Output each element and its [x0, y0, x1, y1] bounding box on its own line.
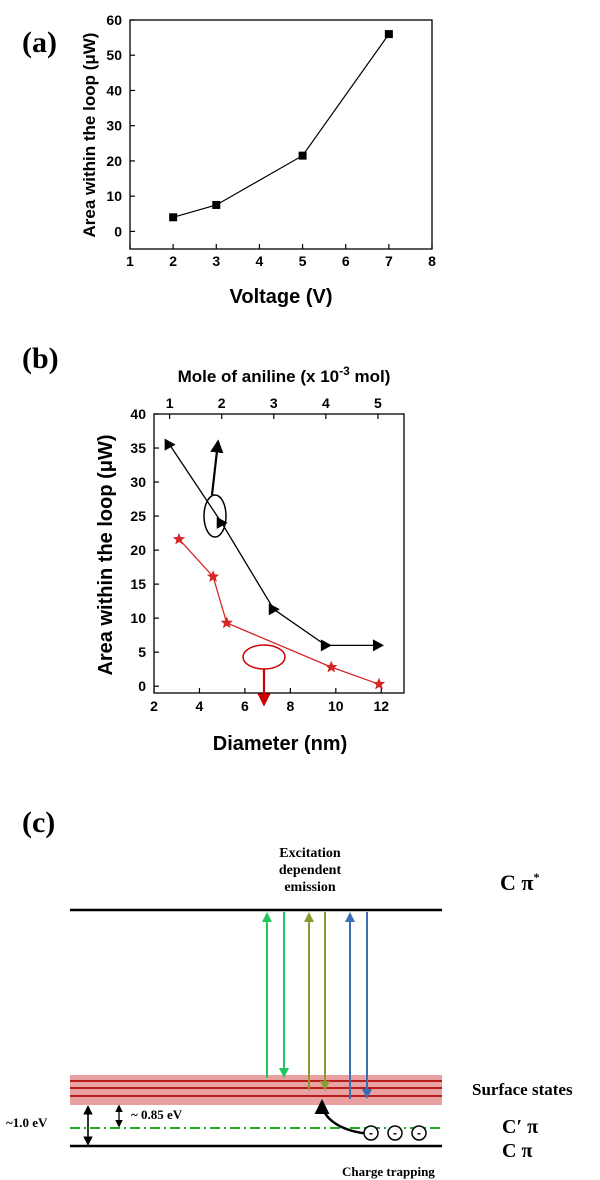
panel-b-x-tick-label: 10: [328, 698, 344, 714]
panel-b-y-axis-title: Area within the loop (μW): [95, 434, 117, 675]
panel-a-series: [169, 30, 393, 222]
excitation-label-line-1: Excitation: [279, 846, 341, 861]
red-series-indicator-oval: [242, 644, 286, 670]
panel-b-y-tick-label: 40: [130, 406, 146, 422]
panel-b-y-tick-label: 0: [138, 678, 146, 694]
c-pi-label: C π: [502, 1140, 532, 1162]
panel-a-x-tick-label: 5: [299, 253, 307, 269]
panel-b-y-tick-label: 5: [138, 644, 146, 660]
panel-b: (b) Mole of aniline (x 10-3 mol) 2 4 6 8 10 1…: [22, 342, 405, 755]
panel-a-data-point: [384, 30, 393, 39]
panel-a-y-tick-label: 20: [106, 153, 122, 169]
panel-b-y-tick-label: 20: [130, 542, 146, 558]
panel-b-x-axis-title: Diameter (nm): [213, 733, 347, 755]
trapped-charge-1-sign: -: [369, 1126, 373, 1140]
trapped-charge-2: [387, 1125, 403, 1141]
panel-b-top-axis-title: Mole of aniline (x 10-3 mol): [178, 364, 391, 386]
panel-a-series-line: [172, 33, 390, 218]
panel-a-x-tick-label: 4: [256, 253, 264, 269]
c-pi-star-label: C π*: [500, 870, 539, 895]
panel-b-black-series-point: [268, 603, 280, 616]
black-series-axis-arrow: [210, 439, 224, 496]
gap-label-085ev: ~ 0.85 eV: [131, 1107, 183, 1122]
panel-b-series: [164, 438, 386, 690]
panel-c: (c) Excitation dependent emission C π* S…: [6, 806, 573, 1179]
gap-label-1ev: ~1.0 eV: [6, 1115, 48, 1130]
black-series-indicator-oval: [203, 494, 227, 538]
panel-b-black-series-point: [372, 639, 384, 652]
panel-a-y-tick-label: 50: [106, 47, 122, 63]
panel-a-label: (a): [22, 26, 57, 59]
panel-b-black-series-point: [216, 516, 228, 529]
panel-b-label: (b): [22, 342, 59, 375]
panel-b-y-tick-label: 35: [130, 440, 146, 456]
panel-b-y-tick-label: 15: [130, 576, 146, 592]
panel-b-black-series-point: [164, 438, 176, 451]
panel-b-x-tick-label: 12: [373, 698, 389, 714]
panel-b-top-x-tick-label: 2: [218, 395, 226, 411]
panel-b-x-tick-label: 6: [241, 698, 249, 714]
panel-a-x-ticks: 1 2 3 4 5 6 7 8: [126, 244, 436, 269]
c-pi-star-main: C π: [500, 870, 533, 895]
panel-a: (a) 1 2 3 4 5 6 7 8 0 10 20 30 40 50 60 Voltage (V) A…: [22, 12, 436, 308]
panel-b-top-x-tick-label: 5: [374, 395, 382, 411]
panel-a-y-tick-label: 0: [114, 223, 122, 239]
surface-states-band: [70, 1075, 442, 1105]
panel-a-plot-frame: [129, 19, 433, 250]
panel-a-y-tick-label: 60: [106, 12, 122, 28]
panel-a-y-tick-label: 40: [106, 82, 122, 98]
panel-b-red-series-point: [172, 532, 186, 545]
trapped-charge-3: [411, 1125, 427, 1141]
panel-c-label: (c): [22, 806, 55, 839]
panel-b-red-series-point: [372, 677, 386, 690]
trapped-charge-2-sign: -: [393, 1126, 397, 1140]
panel-b-plot-frame: [153, 413, 405, 694]
panel-a-y-tick-label: 30: [106, 118, 122, 134]
c-pi-star-superscript: *: [533, 870, 539, 884]
panel-a-data-point: [212, 200, 221, 209]
panel-a-data-point: [169, 213, 178, 222]
excitation-label-line-3: emission: [284, 880, 336, 895]
trapped-charge-1: [363, 1125, 379, 1141]
panel-b-top-axis-title-main: Mole of aniline (x 10: [178, 367, 340, 386]
panel-b-x-tick-label: 2: [150, 698, 158, 714]
trapped-charge-3-sign: -: [417, 1126, 421, 1140]
panel-b-black-series-point: [320, 639, 332, 652]
panel-b-top-axis-title-unit: mol): [350, 367, 391, 386]
surface-states-label: Surface states: [472, 1080, 573, 1099]
panel-a-y-axis-title: Area within the loop (μW): [80, 33, 99, 238]
panel-a-data-point: [298, 151, 307, 160]
panel-b-red-series-point: [220, 616, 233, 629]
panel-a-y-ticks: 0 10 20 30 40 50 60: [106, 12, 135, 239]
panel-a-x-axis-title: Voltage (V): [230, 286, 333, 308]
panel-a-x-tick-label: 3: [212, 253, 220, 269]
panel-b-red-series-line: [178, 538, 380, 685]
panel-b-top-axis-title-exponent: -3: [339, 364, 350, 378]
panel-a-y-tick-label: 10: [106, 188, 122, 204]
panel-a-x-tick-label: 1: [126, 253, 134, 269]
panel-b-top-x-tick-label: 1: [166, 395, 174, 411]
panel-b-black-series-line: [169, 444, 378, 647]
panel-b-y-tick-label: 25: [130, 508, 146, 524]
panel-a-x-tick-label: 6: [342, 253, 350, 269]
panel-b-y-ticks: 0 5 10 15 20 25 30 35 40: [130, 406, 159, 694]
panel-b-top-x-tick-label: 3: [270, 395, 278, 411]
c-prime-pi-label: C′ π: [502, 1116, 538, 1138]
excitation-label-line-2: dependent: [279, 863, 342, 878]
panel-b-x-tick-label: 4: [196, 698, 204, 714]
panel-b-y-tick-label: 30: [130, 474, 146, 490]
panel-a-x-tick-label: 8: [428, 253, 436, 269]
panel-b-x-tick-label: 8: [286, 698, 294, 714]
panel-b-x-ticks: 2 4 6 8 10 12: [150, 688, 389, 714]
panel-b-y-tick-label: 10: [130, 610, 146, 626]
charge-trapping-label: Charge trapping: [342, 1164, 435, 1179]
panel-b-top-x-tick-label: 4: [322, 395, 330, 411]
panel-a-x-tick-label: 7: [385, 253, 393, 269]
panel-b-red-series-point: [206, 570, 220, 582]
panel-b-top-x-ticks: 1 2 3 4 5: [166, 395, 382, 419]
panel-b-red-series-point: [325, 660, 338, 673]
panel-a-x-tick-label: 2: [169, 253, 177, 269]
